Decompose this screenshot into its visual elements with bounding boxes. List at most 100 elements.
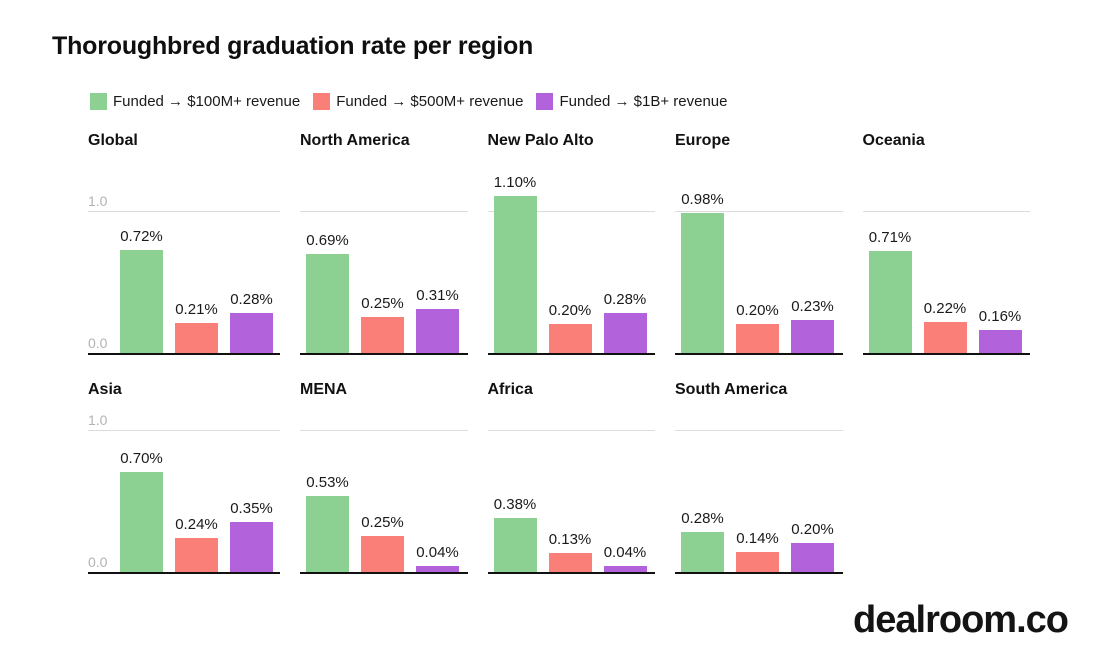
bar-group-500m: 0.24% [175,516,218,572]
gridline-1.0 [675,430,843,431]
x-axis-line [88,353,280,355]
plot-area: 0.28% 0.14% 0.20% [675,402,843,574]
x-axis-line [487,353,655,355]
legend: Funded → $100M+ revenue Funded → $500M+ … [90,93,727,110]
bar-value-label: 0.28% [603,290,647,308]
panel-title: New Palo Alto [487,132,594,149]
legend-item-100m: Funded → $100M+ revenue [90,93,300,110]
x-axis-line [300,353,468,355]
bar-group-1b: 0.28% [603,290,647,353]
bars: 0.98% 0.20% 0.23% [675,191,843,353]
bar-value-label: 1.10% [493,173,537,191]
bar-group-100m: 0.72% [120,228,163,353]
bar-value-label: 0.16% [978,308,1022,326]
gridline-1.0 [88,211,280,212]
bar-500m [736,324,779,353]
bar-group-1b: 0.20% [791,521,834,572]
bar-1b [603,312,647,353]
gridline-1.0 [88,430,280,431]
bars: 0.28% 0.14% 0.20% [675,510,843,572]
bar-group-1b: 0.04% [416,544,459,572]
bar-group-500m: 0.21% [175,301,218,353]
bar-100m [306,254,349,353]
bar-group-500m: 0.20% [548,302,592,353]
panel-title: Europe [675,132,731,149]
gridline-1.0 [487,211,655,212]
small-multiples-grid: Global 1.0 0.0 0.72% 0.21% [88,131,1030,574]
bar-100m [681,531,724,572]
bar-1b [603,566,647,572]
plot-area: 1.0 0.0 0.70% 0.24% 0.35% [88,402,280,574]
bar-group-500m: 0.14% [736,530,779,572]
panel-africa: Africa 0.38% 0.13% 0.04% [487,380,656,574]
bar-group-100m: 0.98% [681,191,724,353]
bar-value-label: 0.22% [923,299,967,317]
y-tick-1.0: 1.0 [88,412,108,428]
bar-value-label: 0.71% [868,229,912,247]
bar-group-100m: 0.28% [681,510,724,572]
plot-area: 0.53% 0.25% 0.04% [300,402,468,574]
bar-group-100m: 0.69% [306,232,349,353]
plot-area: 1.0 0.0 0.72% 0.21% 0.28% [88,153,280,355]
bars: 0.69% 0.25% 0.31% [300,232,468,353]
bar-group-500m: 0.22% [923,299,967,353]
panel-oceania: Oceania 0.71% 0.22% 0.16% [862,131,1030,355]
gridline-1.0 [862,211,1030,212]
bar-value-label: 0.04% [603,544,647,562]
x-axis-line [487,572,655,574]
panel-title: South America [675,381,788,398]
bar-1b [978,330,1022,353]
bar-group-100m: 1.10% [493,173,537,353]
bar-value-label: 0.72% [120,228,163,246]
legend-swatch-purple [536,93,554,110]
gridline-1.0 [675,211,843,212]
panel-new-palo-alto: New Palo Alto 1.10% 0.20% 0.28% [487,131,656,355]
legend-item-1b: Funded → $1B+ revenue [536,93,727,110]
x-axis-line [675,572,843,574]
bars: 0.38% 0.13% 0.04% [488,496,656,572]
bar-value-label: 0.20% [736,302,779,320]
panel-title: Oceania [862,132,925,149]
panel-title: North America [300,132,410,149]
panel-europe: Europe 0.98% 0.20% 0.23% [675,131,843,355]
bar-100m [681,212,724,353]
page-title: Thoroughbred graduation rate per region [52,32,534,60]
bar-value-label: 0.13% [548,531,592,549]
bars: 0.72% 0.21% 0.28% [88,228,280,353]
bars: 1.10% 0.20% 0.28% [488,174,656,353]
bar-group-1b: 0.23% [791,298,834,353]
y-tick-0.0: 0.0 [88,554,108,570]
bars: 0.53% 0.25% 0.04% [300,474,468,572]
legend-swatch-red [313,93,331,110]
bar-value-label: 0.04% [416,544,459,562]
x-axis-line [88,572,280,574]
y-tick-0.0: 0.0 [88,335,108,351]
bar-1b [230,312,273,353]
plot-area: 0.98% 0.20% 0.23% [675,153,843,355]
plot-area: 1.10% 0.20% 0.28% [487,153,656,355]
bar-500m [923,321,967,353]
bar-value-label: 0.38% [493,495,537,513]
bar-500m [361,317,404,353]
bar-500m [548,553,592,572]
bar-group-1b: 0.28% [230,291,273,353]
bar-group-500m: 0.13% [548,531,592,572]
panel-title: Africa [487,381,533,398]
bar-value-label: 0.31% [416,286,459,304]
bar-100m [120,471,163,572]
plot-area: 0.69% 0.25% 0.31% [300,153,468,355]
bar-100m [493,195,537,353]
legend-label: Funded → $1B+ revenue [559,93,728,110]
legend-item-500m: Funded → $500M+ revenue [313,93,523,110]
gridline-1.0 [300,430,468,431]
bar-group-1b: 0.35% [230,500,273,572]
panel-global: Global 1.0 0.0 0.72% 0.21% [88,131,280,355]
legend-label: Funded → $500M+ revenue [336,93,524,110]
x-axis-line [675,353,843,355]
bar-value-label: 0.25% [361,514,404,532]
panel-title: Asia [88,381,122,398]
chart-row-2: Asia 1.0 0.0 0.70% 0.24% [88,380,1030,574]
dealroom-logo: dealroom.co [853,599,1069,641]
gridline-1.0 [300,211,468,212]
bar-value-label: 0.20% [791,521,834,539]
